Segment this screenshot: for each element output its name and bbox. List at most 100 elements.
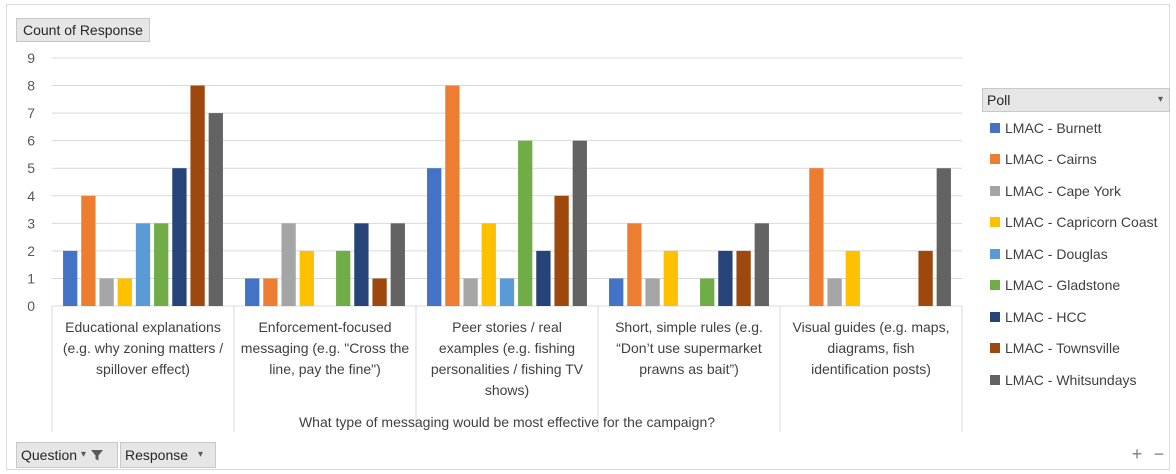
- legend-item[interactable]: LMAC - Cairns: [982, 144, 1170, 176]
- bar-lmac-gladstone: [154, 223, 169, 306]
- legend-item[interactable]: LMAC - Gladstone: [982, 270, 1170, 302]
- bar-lmac-cairns: [81, 195, 96, 306]
- y-tick-label: 5: [27, 160, 35, 176]
- bar-lmac-whitsundays: [936, 168, 951, 306]
- bar-lmac-douglas: [135, 223, 151, 306]
- y-tick-label: 7: [27, 105, 35, 121]
- legend-swatch: [990, 154, 1000, 165]
- legend-item[interactable]: LMAC - Douglas: [982, 238, 1170, 270]
- chart-area-border: [6, 4, 1170, 470]
- legend-field-label: Poll: [987, 92, 1011, 108]
- expand-field-button[interactable]: +: [1131, 444, 1143, 464]
- y-tick-label: 4: [27, 188, 35, 204]
- bar-lmac-gladstone: [518, 140, 533, 306]
- legend-swatch: [990, 217, 1000, 228]
- bar-lmac-whitsundays: [208, 113, 223, 306]
- filter-icon[interactable]: [90, 448, 104, 462]
- bar-lmac-whitsundays: [390, 223, 405, 306]
- y-tick-label: 2: [27, 243, 35, 259]
- x-category-label: “Don’t use supermarket: [616, 340, 762, 356]
- response-field-label: Response: [125, 447, 189, 463]
- bar-lmac-cairns: [445, 85, 460, 306]
- x-category-label: spillover effect): [96, 361, 190, 377]
- bar-chart: 0 1 2 3 4 5 6 7 8 9 Educational explanations (e.g. …: [27, 50, 963, 432]
- legend-item[interactable]: LMAC - Capricorn Coast: [982, 207, 1170, 239]
- bar-lmac-burnett: [245, 278, 260, 306]
- y-tick-label: 0: [27, 298, 35, 314]
- legend-label: LMAC - HCC: [1005, 308, 1087, 325]
- x-category-label: diagrams, fish: [827, 340, 914, 356]
- bar-lmac-cairns: [263, 278, 278, 306]
- bar-lmac-cape-york: [463, 278, 478, 306]
- x-axis-title: What type of messaging would be most eff…: [299, 414, 715, 430]
- response-field-button[interactable]: Response ▾: [120, 442, 216, 468]
- bar-lmac-burnett: [63, 250, 78, 306]
- y-tick-label: 6: [27, 133, 35, 149]
- bar-lmac-hcc: [354, 223, 369, 306]
- x-category-label: Short, simple rules (e.g.: [615, 319, 763, 335]
- bar-lmac-cape-york: [645, 278, 660, 306]
- legend-item[interactable]: LMAC - Burnett: [982, 112, 1170, 144]
- legend-label: LMAC - Gladstone: [1005, 277, 1121, 294]
- value-field-button[interactable]: Count of Response: [16, 18, 150, 42]
- x-category-label: Peer stories / real: [452, 319, 562, 335]
- legend-swatch: [990, 311, 1000, 322]
- bar-lmac-townsville: [372, 278, 387, 306]
- legend-swatch: [990, 248, 1000, 259]
- legend-item[interactable]: LMAC - HCC: [982, 301, 1170, 333]
- legend-label: LMAC - Burnett: [1005, 119, 1102, 136]
- legend-field-button[interactable]: Poll ▾: [982, 88, 1170, 112]
- y-tick-label: 8: [27, 78, 35, 94]
- x-category-label: Enforcement-focused: [258, 319, 391, 335]
- bar-lmac-burnett: [609, 278, 624, 306]
- x-category-label: prawns as bait”): [639, 361, 739, 377]
- legend-item[interactable]: LMAC - Townsville: [982, 333, 1170, 365]
- y-tick-label: 1: [27, 270, 35, 286]
- legend-item[interactable]: LMAC - Cape York: [982, 175, 1170, 207]
- bar-lmac-hcc: [172, 168, 187, 306]
- bar-lmac-cairns: [627, 223, 642, 306]
- bar-lmac-cape-york: [281, 223, 296, 306]
- dropdown-arrow-icon[interactable]: ▾: [198, 449, 204, 460]
- question-field-label: Question: [21, 447, 78, 463]
- bar-lmac-capricorn-coast: [299, 250, 314, 306]
- question-field-button[interactable]: Question ▾: [16, 442, 118, 468]
- dropdown-arrow-icon[interactable]: ▾: [1157, 94, 1163, 105]
- legend-label: LMAC - Cairns: [1005, 151, 1097, 168]
- bar-lmac-gladstone: [700, 278, 715, 306]
- bar-lmac-whitsundays: [754, 223, 769, 306]
- legend-swatch: [990, 374, 1000, 385]
- bar-lmac-burnett: [427, 168, 442, 306]
- legend-swatch: [990, 343, 1000, 354]
- bar-lmac-townsville: [190, 85, 205, 306]
- bar-lmac-cape-york: [99, 278, 114, 306]
- x-category-label: personalities / fishing TV: [431, 361, 584, 377]
- x-category-label: Educational explanations: [65, 319, 221, 335]
- x-category-label: Visual guides (e.g. maps,: [793, 319, 950, 335]
- legend-swatch: [990, 185, 1000, 196]
- legend-label: LMAC - Capricorn Coast: [1005, 214, 1158, 231]
- bar-lmac-capricorn-coast: [117, 278, 132, 306]
- x-category-label: shows): [485, 382, 529, 398]
- bar-lmac-townsville: [554, 195, 569, 306]
- legend-items: LMAC - Burnett LMAC - Cairns LMAC - Cape Y…: [982, 112, 1170, 396]
- dropdown-arrow-icon[interactable]: ▾: [81, 449, 87, 460]
- bar-lmac-gladstone: [336, 250, 351, 306]
- bar-lmac-capricorn-coast: [845, 250, 860, 306]
- bar-lmac-capricorn-coast: [663, 250, 678, 306]
- legend-label: LMAC - Douglas: [1005, 245, 1108, 262]
- x-category-label: (e.g. why zoning matters /: [63, 340, 223, 356]
- y-tick-label: 9: [27, 50, 35, 66]
- x-category-label: messaging (e.g. "Cross the: [241, 340, 410, 356]
- bar-lmac-hcc: [718, 250, 733, 306]
- collapse-field-button[interactable]: −: [1153, 444, 1165, 464]
- legend-item[interactable]: LMAC - Whitsundays: [982, 364, 1170, 396]
- x-category-label: identification posts): [811, 361, 931, 377]
- legend: Poll ▾ LMAC - Burnett LMAC - Cairns LMAC -…: [982, 88, 1170, 396]
- y-tick-label: 3: [27, 215, 35, 231]
- legend-label: LMAC - Cape York: [1005, 182, 1121, 199]
- legend-label: LMAC - Whitsundays: [1005, 371, 1137, 388]
- bar-lmac-townsville: [736, 250, 751, 306]
- legend-swatch: [990, 122, 1000, 133]
- bar-lmac-cape-york: [827, 278, 842, 306]
